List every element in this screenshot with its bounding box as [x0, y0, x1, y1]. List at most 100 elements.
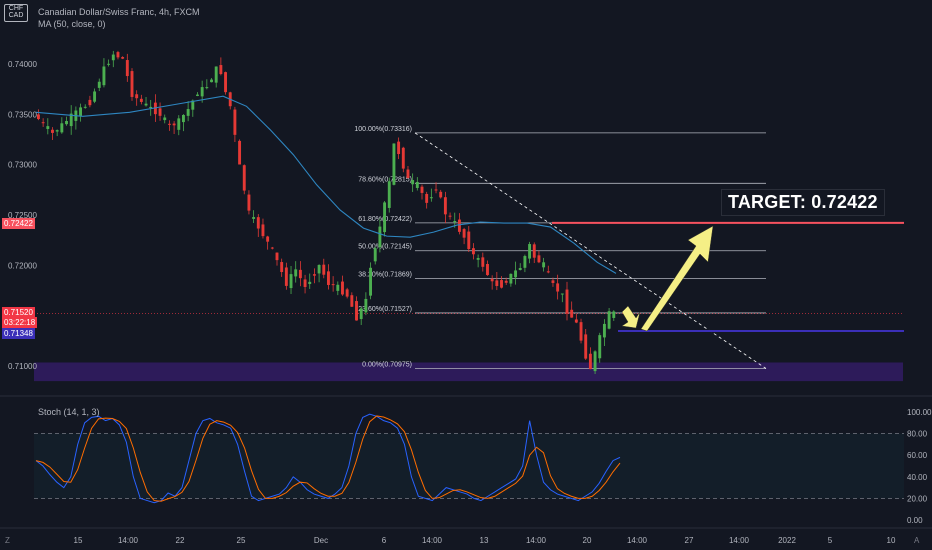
candle-body — [551, 280, 555, 283]
candle-body — [289, 274, 293, 289]
candle-body — [317, 264, 321, 274]
candle-body — [97, 81, 101, 88]
time-tick-label: 14:00 — [729, 536, 750, 545]
candle-body — [434, 189, 438, 191]
time-tick-label: 13 — [480, 536, 489, 545]
candle-body — [200, 87, 204, 97]
candle-body — [588, 353, 592, 370]
candle-body — [472, 248, 475, 255]
stoch-d-line — [35, 415, 621, 502]
pullback-arrow — [621, 305, 641, 329]
time-tick-label: 22 — [176, 536, 185, 545]
time-tick-label: 5 — [828, 536, 833, 545]
candle-body — [247, 194, 251, 211]
time-tick-label: 6 — [382, 536, 387, 545]
candle-body — [210, 79, 213, 83]
ma-indicator-label[interactable]: MA (50, close, 0) — [38, 19, 106, 29]
candle-body — [102, 66, 106, 86]
fib-level-label: 0.00%(0.70975) — [362, 362, 412, 369]
instrument-title: Canadian Dollar/Swiss Franc, 4h, FXCM — [38, 7, 200, 17]
price-tick-label: 0.73500 — [8, 110, 37, 119]
candle-body — [406, 169, 410, 179]
candle-body — [383, 202, 387, 233]
candle-body — [135, 94, 139, 99]
candle-body — [514, 270, 517, 278]
candle-body — [504, 280, 508, 283]
symbol-line2: CAD — [8, 12, 24, 19]
candle-body — [341, 281, 344, 295]
candle-body — [584, 334, 588, 359]
target-arrow — [640, 225, 714, 332]
chart-header: Canadian Dollar/Swiss Franc, 4h, FXCM MA… — [38, 6, 200, 30]
candle-body — [205, 87, 209, 89]
entry-price-badge: 0.71348 — [2, 328, 35, 339]
symbol-icon[interactable]: CHF CAD — [4, 4, 28, 22]
candle-body — [373, 248, 377, 262]
candle-body — [411, 180, 415, 185]
auto-scale-icon[interactable]: A — [914, 536, 920, 545]
candle-body — [387, 181, 391, 208]
zoom-corner-icon[interactable]: Z — [5, 536, 10, 545]
candle-body — [500, 280, 503, 288]
candle-body — [462, 229, 466, 238]
time-tick-label: 20 — [583, 536, 592, 545]
candle-body — [69, 113, 73, 127]
candle-body — [327, 271, 330, 285]
symbol-line1: CHF — [8, 5, 24, 12]
stoch-tick-label: 100.00 — [907, 408, 932, 417]
stoch-k-line — [35, 413, 621, 504]
candle-body — [214, 66, 218, 83]
stoch-band — [34, 433, 904, 499]
stoch-indicator-label[interactable]: Stoch (14, 1, 3) — [38, 407, 100, 417]
fib-level-label: 100.00%(0.73316) — [354, 126, 412, 133]
candle-body — [51, 129, 54, 133]
candle-body — [252, 217, 256, 219]
time-tick-label: 14:00 — [526, 536, 547, 545]
candle-body — [476, 258, 480, 260]
candle-body — [579, 322, 583, 341]
candle-body — [294, 269, 298, 277]
candle-body — [121, 57, 125, 59]
candle-body — [83, 106, 87, 108]
candle-body — [532, 244, 536, 258]
candle-body — [565, 289, 569, 314]
candle-body — [392, 143, 396, 185]
candle-body — [60, 123, 64, 133]
time-tick-label: Dec — [314, 536, 328, 545]
time-tick-label: 14:00 — [118, 536, 139, 545]
candle-body — [537, 255, 541, 263]
time-tick-label: 10 — [887, 536, 896, 545]
candle-body — [261, 224, 265, 237]
time-tick-label: 15 — [74, 536, 83, 545]
price-tick-label: 0.72500 — [8, 211, 37, 220]
candle-body — [401, 147, 405, 169]
candle-body — [125, 60, 129, 77]
candle-body — [523, 256, 527, 268]
time-tick-label: 14:00 — [422, 536, 443, 545]
candle-body — [425, 193, 429, 203]
candle-body — [322, 264, 326, 275]
stoch-tick-label: 20.00 — [907, 494, 928, 503]
candle-body — [495, 280, 499, 286]
candle-body — [219, 65, 223, 75]
stoch-tick-label: 80.00 — [907, 430, 928, 439]
candle-body — [490, 278, 494, 282]
candle-body — [570, 309, 574, 318]
candle-body — [130, 71, 134, 97]
candle-body — [556, 283, 560, 292]
candle-body — [191, 100, 195, 110]
candle-body — [429, 197, 433, 199]
candle-body — [233, 109, 237, 135]
candle-body — [79, 107, 82, 117]
support-zone — [34, 362, 903, 382]
time-tick-label: 27 — [685, 536, 694, 545]
candle-body — [111, 54, 115, 61]
candle-body — [308, 281, 312, 285]
candle-body — [196, 94, 199, 96]
candle-body — [345, 289, 349, 297]
candle-body — [607, 311, 611, 329]
candle-body — [355, 301, 358, 321]
candle-body — [186, 109, 190, 116]
